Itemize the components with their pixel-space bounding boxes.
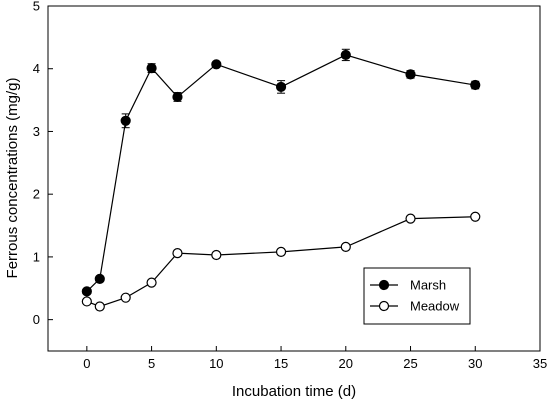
series-marsh — [81, 48, 481, 297]
legend: Marsh Meadow — [363, 267, 471, 325]
y-tick-label: 0 — [33, 312, 40, 327]
x-tick-label: 25 — [403, 356, 417, 371]
series-line — [86, 54, 476, 292]
x-tick-label: 30 — [468, 356, 482, 371]
series-line — [86, 216, 476, 308]
legend-marker — [378, 300, 390, 312]
data-point — [405, 213, 416, 224]
data-point — [81, 286, 92, 297]
data-point — [94, 273, 105, 284]
x-tick-label: 35 — [533, 356, 547, 371]
data-point — [340, 241, 351, 252]
data-point — [172, 248, 183, 259]
data-point — [275, 246, 287, 257]
legend-items: Marsh Meadow — [370, 278, 460, 314]
x-axis-ticks: 0 5 10 15 20 25 30 35 — [83, 346, 547, 371]
data-point — [146, 277, 157, 288]
data-point — [81, 296, 92, 307]
series-layer — [81, 48, 481, 312]
y-tick-label: 4 — [33, 61, 40, 76]
data-point — [340, 49, 351, 61]
legend-box — [363, 267, 471, 325]
data-point — [470, 79, 481, 91]
legend-marker — [378, 279, 390, 291]
data-point — [120, 115, 131, 126]
data-point — [275, 81, 287, 93]
series-meadow — [81, 211, 481, 312]
plot-frame — [47, 5, 541, 352]
y-axis-ticks: 0 1 2 3 4 5 — [33, 0, 53, 327]
x-tick-label: 5 — [148, 356, 155, 371]
data-point — [211, 249, 222, 261]
y-tick-label: 1 — [33, 249, 40, 264]
legend-label: Meadow — [410, 299, 460, 314]
data-point — [146, 62, 157, 74]
x-axis-label: Incubation time (d) — [232, 383, 356, 400]
data-point — [405, 69, 416, 80]
x-tick-label: 10 — [209, 356, 223, 371]
data-point — [470, 211, 481, 222]
data-point — [211, 59, 222, 70]
y-tick-label: 3 — [33, 124, 40, 139]
legend-label: Marsh — [410, 278, 446, 293]
data-point — [120, 292, 131, 303]
data-point — [94, 301, 105, 312]
data-point — [172, 91, 183, 103]
y-axis-label: Ferrous concentrations (mg/g) — [4, 78, 21, 279]
x-tick-label: 15 — [274, 356, 288, 371]
y-tick-label: 5 — [33, 0, 40, 14]
x-tick-label: 20 — [339, 356, 353, 371]
x-tick-label: 0 — [83, 356, 90, 371]
y-tick-label: 2 — [33, 187, 40, 202]
